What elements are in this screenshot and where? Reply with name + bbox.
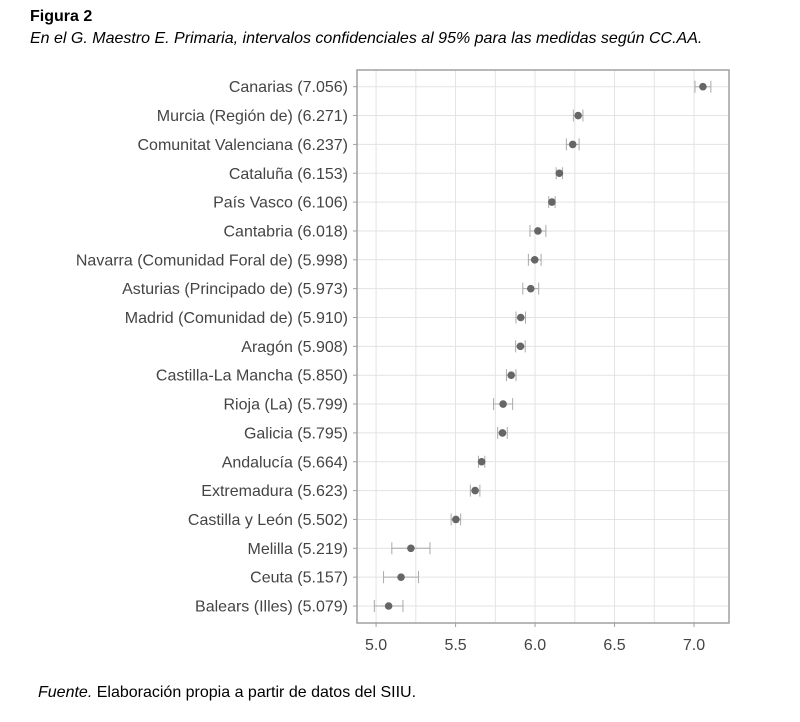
figure-caption: En el G. Maestro E. Primaria, intervalos… [30,30,703,47]
mean-point [534,227,542,235]
x-tick-label: 5.0 [365,637,387,654]
mean-point [452,515,460,524]
mean-point [699,82,707,91]
y-tick-label: Cataluña (6.153) [229,166,348,183]
y-tick-label: Castilla y León (5.502) [188,512,348,529]
y-tick-label: Canarias (7.056) [229,79,348,96]
mean-point [498,429,507,437]
mean-point [548,198,556,206]
x-tick-label: 7.0 [683,637,705,654]
y-tick-label: Melilla (5.219) [248,541,348,558]
source-note: Fuente. Elaboración propia a partir de d… [38,684,416,702]
y-tick-label: Rioja (La) (5.799) [224,397,349,414]
mean-point [477,457,486,466]
mean-point [526,284,535,293]
mean-point [407,544,415,553]
y-tick-label: Galicia (5.795) [244,425,348,442]
y-tick-label: Asturias (Principado de) (5.973) [122,281,348,298]
y-tick-label: Extremadura (5.623) [201,483,348,500]
source-label: Fuente. [38,684,93,701]
source-text: Elaboración propia a partir de datos del… [92,684,417,701]
y-tick-label: Navarra (Comunidad Foral de) (5.998) [76,252,348,269]
y-tick-label: País Vasco (6.106) [213,195,348,212]
mean-point [516,342,525,351]
y-tick-label: Ceuta (5.157) [250,570,348,587]
mean-point [384,602,393,610]
x-tick-label: 5.5 [444,637,466,654]
y-tick-label: Cantabria (6.018) [223,223,348,240]
mean-point [471,486,479,495]
y-tick-label: Madrid (Comunidad de) (5.910) [125,310,348,327]
mean-point [507,371,516,380]
y-tick-label: Andalucía (5.664) [222,454,348,471]
figure-label: Figura 2 [30,8,93,25]
x-tick-label: 6.5 [603,637,625,654]
y-tick-label: Aragón (5.908) [241,339,348,356]
mean-point [397,573,405,581]
y-tick-label: Murcia (Región de) (6.271) [157,108,348,125]
mean-point [499,400,507,408]
mean-point [574,111,582,120]
y-tick-label: Comunitat Valenciana (6.237) [138,137,349,154]
mean-point [530,255,539,264]
mean-point [568,140,577,149]
x-tick-label: 6.0 [524,637,546,654]
y-tick-label: Balears (Illes) (5.079) [195,599,348,616]
mean-point [555,169,564,178]
y-tick-label: Castilla-La Mancha (5.850) [156,368,348,385]
mean-point [516,313,525,322]
